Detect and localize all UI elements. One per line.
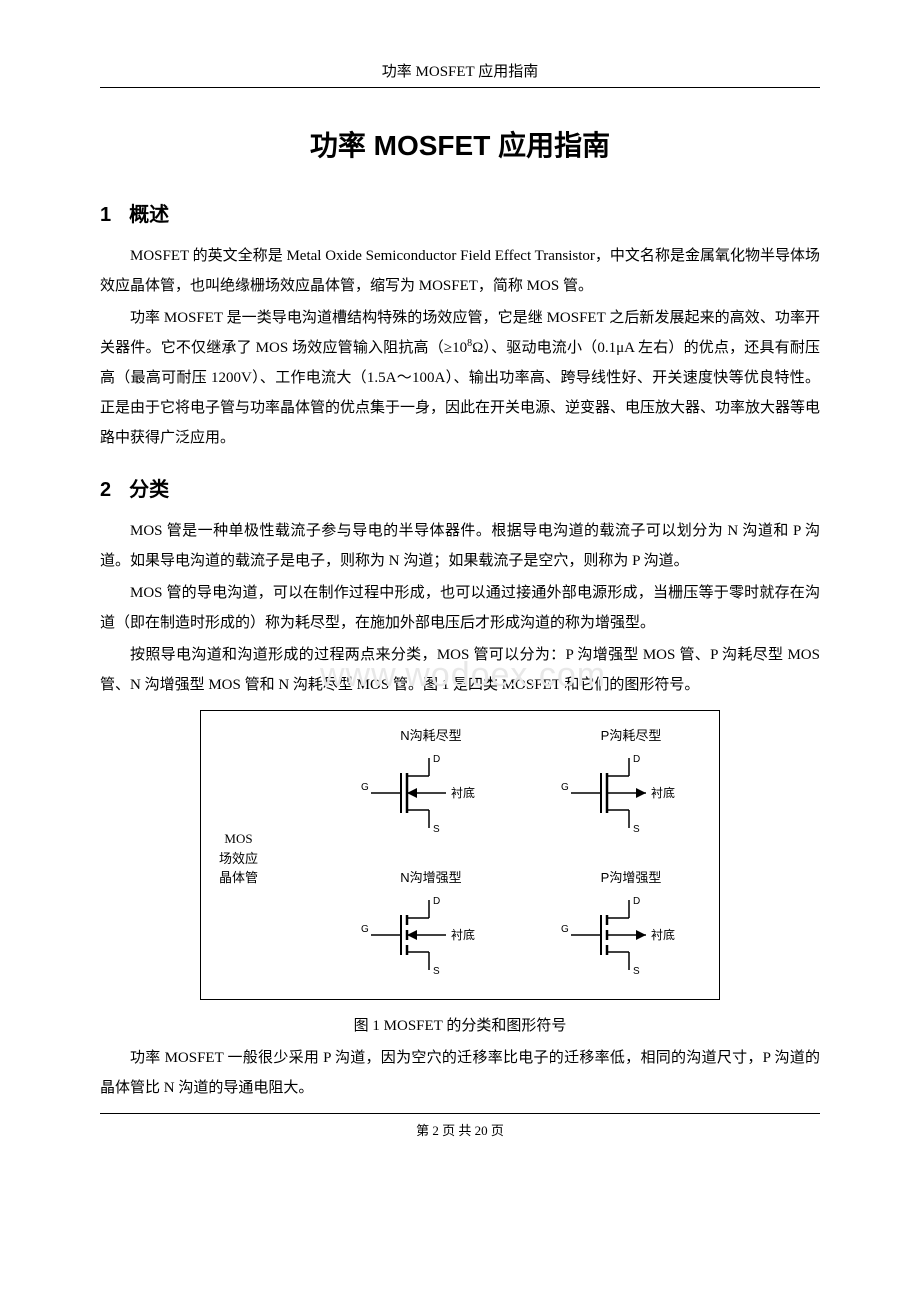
- figure-1-caption: 图 1 MOSFET 的分类和图形符号: [200, 1014, 720, 1035]
- svg-text:D: D: [433, 896, 440, 907]
- q4-label: P沟增强型: [531, 867, 731, 886]
- svg-text:衬底: 衬底: [651, 927, 675, 942]
- paragraph-3: MOS 管是一种单极性载流子参与导电的半导体器件。根据导电沟道的载流子可以划分为…: [100, 516, 820, 576]
- svg-text:D: D: [633, 754, 640, 765]
- fig-side-l1: MOS: [224, 831, 252, 846]
- quadrant-n-enhancement: N沟增强型 D G S 衬底: [331, 867, 531, 980]
- section-1-title: 概述: [129, 204, 169, 226]
- paragraph-2: 功率 MOSFET 是一类导电沟道槽结构特殊的场效应管，它是继 MOSFET 之…: [100, 303, 820, 453]
- section-1-number: 1: [100, 204, 111, 226]
- running-header: 功率 MOSFET 应用指南: [100, 60, 820, 81]
- figure-side-label: MOS 场效应 晶体管: [219, 829, 258, 888]
- q3-label: N沟增强型: [331, 867, 531, 886]
- mosfet-n-enhancement-icon: D G S 衬底: [351, 890, 511, 980]
- figure-1-box: MOS 场效应 晶体管 N沟耗尽型 D G: [200, 710, 720, 1000]
- mosfet-p-depletion-icon: D G S 衬底: [551, 748, 711, 838]
- section-2-heading: 2 分类: [100, 473, 820, 502]
- svg-text:G: G: [561, 924, 569, 935]
- svg-text:衬底: 衬底: [651, 785, 675, 800]
- svg-text:衬底: 衬底: [451, 927, 475, 942]
- paragraph-6: 功率 MOSFET 一般很少采用 P 沟道，因为空穴的迁移率比电子的迁移率低，相…: [100, 1043, 820, 1103]
- svg-text:G: G: [361, 782, 369, 793]
- svg-text:G: G: [561, 782, 569, 793]
- fig-side-l2: 场效应: [219, 851, 258, 866]
- svg-text:衬底: 衬底: [451, 785, 475, 800]
- figure-1: MOS 场效应 晶体管 N沟耗尽型 D G: [200, 710, 720, 1035]
- svg-text:S: S: [433, 824, 440, 835]
- header-rule: [100, 87, 820, 88]
- quadrant-p-enhancement: P沟增强型 D G S 衬底: [531, 867, 731, 980]
- section-2-title: 分类: [129, 479, 169, 501]
- section-2-number: 2: [100, 479, 111, 501]
- section-1-heading: 1 概述: [100, 198, 820, 227]
- quadrant-n-depletion: N沟耗尽型 D G S 衬底: [331, 725, 531, 838]
- paragraph-1: MOSFET 的英文全称是 Metal Oxide Semiconductor …: [100, 241, 820, 301]
- mosfet-n-depletion-icon: D G S 衬底: [351, 748, 511, 838]
- svg-text:D: D: [433, 754, 440, 765]
- page-title: 功率 MOSFET 应用指南: [100, 124, 820, 164]
- paragraph-5: 按照导电沟道和沟道形成的过程两点来分类，MOS 管可以分为：P 沟增强型 MOS…: [100, 640, 820, 700]
- svg-text:D: D: [633, 896, 640, 907]
- svg-text:S: S: [433, 966, 440, 977]
- page-footer: 第 2 页 共 20 页: [100, 1120, 820, 1139]
- paragraph-4: MOS 管的导电沟道，可以在制作过程中形成，也可以通过接通外部电源形成，当栅压等…: [100, 578, 820, 638]
- footer-rule: [100, 1113, 820, 1114]
- svg-text:G: G: [361, 924, 369, 935]
- fig-side-l3: 晶体管: [219, 870, 258, 885]
- mosfet-p-enhancement-icon: D G S 衬底: [551, 890, 711, 980]
- quadrant-p-depletion: P沟耗尽型 D G S 衬底: [531, 725, 731, 838]
- q2-label: P沟耗尽型: [531, 725, 731, 744]
- svg-text:S: S: [633, 966, 640, 977]
- svg-text:S: S: [633, 824, 640, 835]
- q1-label: N沟耗尽型: [331, 725, 531, 744]
